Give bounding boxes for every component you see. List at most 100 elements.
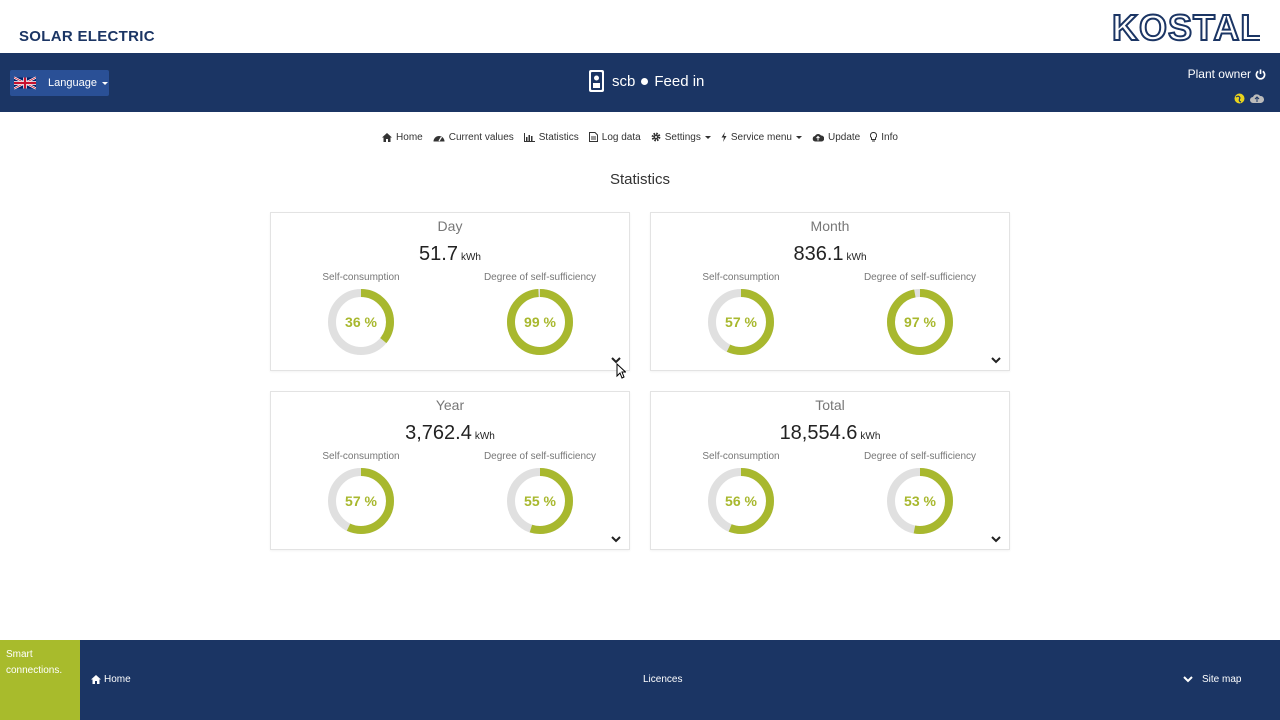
energy-unit: kWh [474,431,495,442]
user-label: Plant owner [1187,67,1251,81]
home-icon [91,675,101,684]
self-sufficiency-donut: 55 % [507,468,573,534]
cloud-icon [1250,94,1264,103]
uk-flag-icon [14,76,36,90]
donut-percent-text: 55 % [524,493,556,509]
expand-chevron-icon[interactable] [990,534,1002,544]
nav-service-menu-label: Service menu [730,131,792,143]
self-consumption-label: Self-consumption [322,451,400,462]
main-navigation: Home Current values Statistics Log data … [0,129,1280,145]
footer: Smart connections. Home Licences Site ma… [0,640,1280,720]
nav-log-data-label: Log data [601,131,641,143]
stat-card-year: Year 3,762.4 kWh Self-consumption Degree … [270,391,630,550]
donut-percent-text: 53 % [904,493,936,509]
status-icons [1234,93,1264,104]
nav-service-menu[interactable]: Service menu [721,129,802,145]
self-sufficiency-donut: 97 % [887,289,953,355]
self-sufficiency-donut: 53 % [887,468,953,534]
svg-text:KOSTAL: KOSTAL [1112,9,1260,45]
mouse-cursor-icon [616,363,626,379]
energy-value: 836.1 [793,243,844,265]
self-sufficiency-label: Degree of self-sufficiency [483,451,597,462]
nav-home[interactable]: Home [382,129,423,145]
slogan-line-2: connections. [6,665,63,676]
donut-percent-text: 56 % [725,493,757,509]
self-sufficiency-label: Degree of self-sufficiency [863,272,977,283]
nav-info-label: Info [881,131,898,143]
nav-statistics-label: Statistics [538,131,579,143]
expand-chevron-icon[interactable] [990,355,1002,365]
globe-icon [1234,93,1245,104]
language-label: Language [48,77,97,89]
cloud-upload-icon [812,133,824,141]
caret-down-icon [796,135,802,139]
self-consumption-donut: 56 % [708,468,774,534]
nav-update[interactable]: Update [812,129,860,145]
donut-percent-text: 57 % [725,314,757,330]
footer-licences-link[interactable]: Licences [643,674,683,685]
stat-card-total: Total 18,554.6 kWh Self-consumption Degre… [650,391,1010,550]
self-consumption-label: Self-consumption [702,272,780,283]
nav-log-data[interactable]: Log data [588,129,641,145]
device-status: scb Feed in [588,69,704,93]
card-period: Month [810,218,850,234]
card-energy-value: 18,554.6 kWh [651,422,1009,445]
energy-value: 18,554.6 [779,422,858,444]
nav-info[interactable]: Info [870,129,898,145]
self-consumption-donut: 57 % [708,289,774,355]
self-consumption-label: Self-consumption [322,272,400,283]
chevron-down-icon [1183,676,1193,683]
card-period: Day [437,218,463,234]
inverter-icon [589,70,604,92]
footer-home-link[interactable]: Home [91,674,131,685]
header-bar: Language scb Feed in Plant owner [0,53,1280,112]
caret-down-icon [101,81,108,85]
nav-current-values-label: Current values [448,131,514,143]
energy-unit: kWh [460,252,481,263]
donut-percent-text: 36 % [345,314,377,330]
power-icon [1255,68,1266,80]
card-period: Year [435,397,465,413]
card-energy-value: 51.7 kWh [271,243,629,266]
footer-sitemap-link[interactable]: Site map [1183,674,1241,685]
self-sufficiency-donut: 99 % [507,289,573,355]
language-dropdown[interactable]: Language [10,70,109,96]
brand-bar: SOLAR ELECTRIC KOSTAL [0,0,1280,53]
self-consumption-donut: 57 % [328,468,394,534]
footer-slogan: Smart connections. [0,640,80,720]
self-consumption-label: Self-consumption [702,451,780,462]
expand-chevron-icon[interactable] [610,534,622,544]
footer-sitemap-label: Site map [1202,674,1242,685]
gear-icon [651,132,661,142]
device-name: scb [612,72,636,90]
user-logout[interactable]: Plant owner [1188,67,1266,81]
page-title: Statistics [609,171,670,188]
nav-current-values[interactable]: Current values [433,129,514,145]
donut-percent-text: 97 % [904,314,936,330]
energy-unit: kWh [860,431,881,442]
document-icon [588,132,598,142]
donut-percent-text: 57 % [345,493,377,509]
dashboard-icon [433,135,445,141]
expand-chevron-icon[interactable] [610,355,622,365]
card-energy-value: 836.1 kWh [651,243,1009,266]
nav-update-label: Update [828,131,861,143]
nav-settings[interactable]: Settings [651,129,711,145]
bolt-icon [721,132,727,142]
energy-value: 51.7 [419,243,458,265]
donut-percent-text: 99 % [524,314,556,330]
caret-down-icon [704,135,711,139]
energy-value: 3,762.4 [405,422,472,444]
self-consumption-donut: 36 % [328,289,394,355]
brand-text: SOLAR ELECTRIC [19,28,155,45]
kostal-logo[interactable]: KOSTAL [1110,9,1260,45]
stat-card-month: Month 836.1 kWh Self-consumption Degree o… [650,212,1010,371]
nav-statistics[interactable]: Statistics [523,129,579,145]
device-status-text: Feed in [654,72,705,90]
nav-settings-label: Settings [664,131,701,143]
self-sufficiency-label: Degree of self-sufficiency [863,451,977,462]
energy-unit: kWh [846,252,867,263]
bar-chart-icon [523,132,535,142]
footer-home-label: Home [104,674,131,685]
card-period: Total [815,397,845,413]
